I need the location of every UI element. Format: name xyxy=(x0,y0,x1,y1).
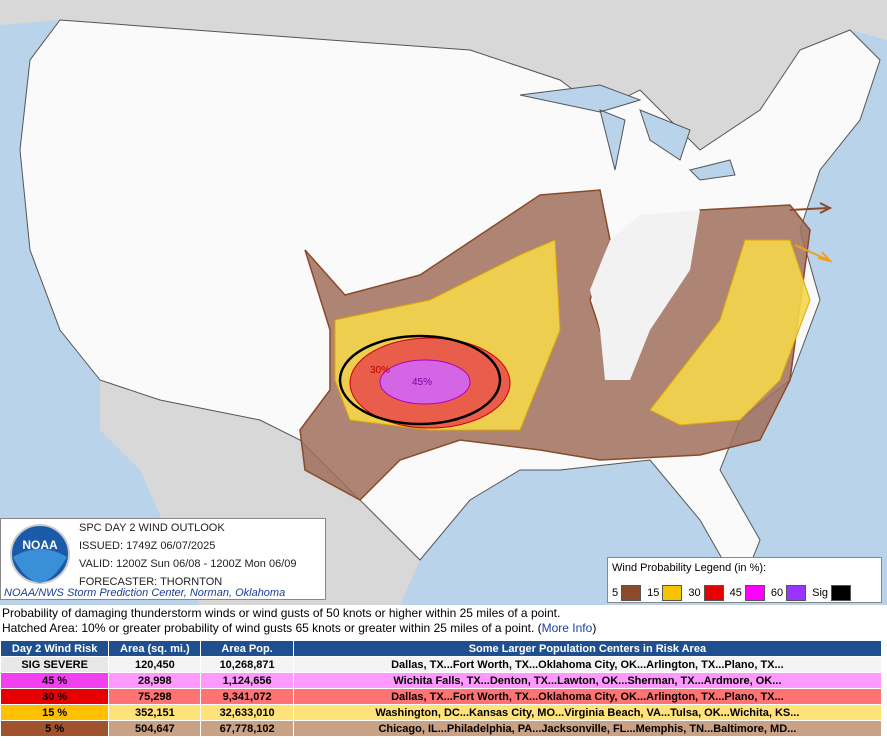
outlook-title: SPC DAY 2 WIND OUTLOOK xyxy=(79,522,225,534)
sig-outline xyxy=(338,334,502,426)
table-cell: 67,778,102 xyxy=(200,720,294,737)
risk-cell: 15 % xyxy=(0,704,110,721)
more-info-link[interactable]: More Info xyxy=(541,621,593,635)
motion-arrow xyxy=(794,244,833,263)
canada xyxy=(0,0,887,150)
table-row: 15 % 352,151 32,633,010 Washington, DC...Ka… xyxy=(0,704,883,721)
forecaster: FORECASTER: THORNTON xyxy=(79,576,223,588)
risk-45 xyxy=(379,359,471,405)
legend-item: 5 xyxy=(612,585,642,601)
legend-item: Sig xyxy=(812,585,852,601)
legend-title: Wind Probability Legend (in %): xyxy=(612,562,767,574)
risk-cell: 30 % xyxy=(0,688,110,705)
issued: ISSUED: 1749Z 06/07/2025 xyxy=(79,540,216,552)
table-row: 5 % 504,647 67,778,102 Chicago, IL...Philad… xyxy=(0,720,883,737)
legend-item: 15 xyxy=(647,585,683,601)
risk-15-east xyxy=(649,239,811,426)
legend-swatch xyxy=(786,585,807,601)
table-body: SIG SEVERE 120,450 10,268,871 Dallas, TX...… xyxy=(0,656,883,737)
legend-swatch xyxy=(831,585,852,601)
table-cell: 28,998 xyxy=(108,672,202,689)
map-label: 30% xyxy=(370,365,390,376)
outlook-map: 30% 45% xyxy=(0,0,887,605)
risk-cell: SIG SEVERE xyxy=(0,656,110,673)
risk-cell: 5 % xyxy=(0,720,110,737)
legend-label: Sig xyxy=(812,587,829,599)
table-cell: 10,268,871 xyxy=(200,656,294,673)
table-cell: 352,151 xyxy=(108,704,202,721)
logo-text: NOAA xyxy=(22,538,58,552)
legend-item: 60 xyxy=(770,585,807,601)
great-lakes xyxy=(519,84,736,181)
risk-table: Day 2 Wind Risk Area (sq. mi.) Area Pop. So… xyxy=(0,640,883,737)
description: Probability of damaging thunderstorm win… xyxy=(2,606,596,636)
table-row: 45 % 28,998 1,124,656 Wichita Falls, TX...D… xyxy=(0,672,883,689)
credit: NOAA/NWS Storm Prediction Center, Norman… xyxy=(4,587,286,599)
legend-label: 60 xyxy=(770,587,784,599)
column-header: Area Pop. xyxy=(200,640,294,657)
table-cell: Wichita Falls, TX...Denton, TX...Lawton,… xyxy=(292,672,883,689)
table-cell: Chicago, IL...Philadelphia, PA...Jackson… xyxy=(292,720,883,737)
legend-item: 45 xyxy=(730,585,765,601)
legend-label: 5 xyxy=(612,587,619,599)
table-cell: 120,450 xyxy=(108,656,202,673)
legend-items: 5 15 30 45 60 Sig xyxy=(612,585,852,601)
no-risk-area xyxy=(590,210,700,380)
noaa-logo: NOAA xyxy=(10,524,70,584)
table-row: SIG SEVERE 120,450 10,268,871 Dallas, TX...… xyxy=(0,656,883,673)
info-box: NOAA SPC DAY 2 WIND OUTLOOK ISSUED: 1749… xyxy=(0,518,326,600)
column-header: Area (sq. mi.) xyxy=(108,640,202,657)
valid: VALID: 1200Z Sun 06/08 - 1200Z Mon 06/09 xyxy=(79,558,297,570)
motion-arrow xyxy=(789,202,833,214)
legend-swatch xyxy=(662,585,683,601)
column-header: Day 2 Wind Risk xyxy=(0,640,110,657)
legend-swatch xyxy=(703,585,724,601)
column-header: Some Larger Population Centers in Risk A… xyxy=(292,640,883,657)
table-cell: Dallas, TX...Fort Worth, TX...Oklahoma C… xyxy=(292,688,883,705)
table-cell: 1,124,656 xyxy=(200,672,294,689)
table-cell: 75,298 xyxy=(108,688,202,705)
legend: Wind Probability Legend (in %): 5 15 30 45 6… xyxy=(607,557,882,603)
table-cell: 9,341,072 xyxy=(200,688,294,705)
legend-label: 45 xyxy=(729,587,742,599)
description-line: Probability of damaging thunderstorm win… xyxy=(2,606,561,620)
legend-swatch xyxy=(744,585,765,601)
table-cell: Washington, DC...Kansas City, MO...Virgi… xyxy=(292,704,883,721)
table-cell: 32,633,010 xyxy=(200,704,294,721)
risk-cell: 45 % xyxy=(0,672,110,689)
description-text: Hatched Area: 10% or greater probability… xyxy=(2,621,542,635)
map-label: 45% xyxy=(412,377,432,388)
description-line: Hatched Area: 10% or greater probability… xyxy=(2,621,596,636)
table-cell: Dallas, TX...Fort Worth, TX...Oklahoma C… xyxy=(292,656,883,673)
description-text: ) xyxy=(592,621,597,635)
legend-label: 30 xyxy=(688,587,701,599)
table-header: Day 2 Wind Risk Area (sq. mi.) Area Pop. So… xyxy=(0,640,883,657)
legend-item: 30 xyxy=(688,585,724,601)
legend-label: 15 xyxy=(647,587,660,599)
table-row: 30 % 75,298 9,341,072 Dallas, TX...Fort Wor… xyxy=(0,688,883,705)
legend-swatch xyxy=(621,585,642,601)
table-cell: 504,647 xyxy=(108,720,202,737)
